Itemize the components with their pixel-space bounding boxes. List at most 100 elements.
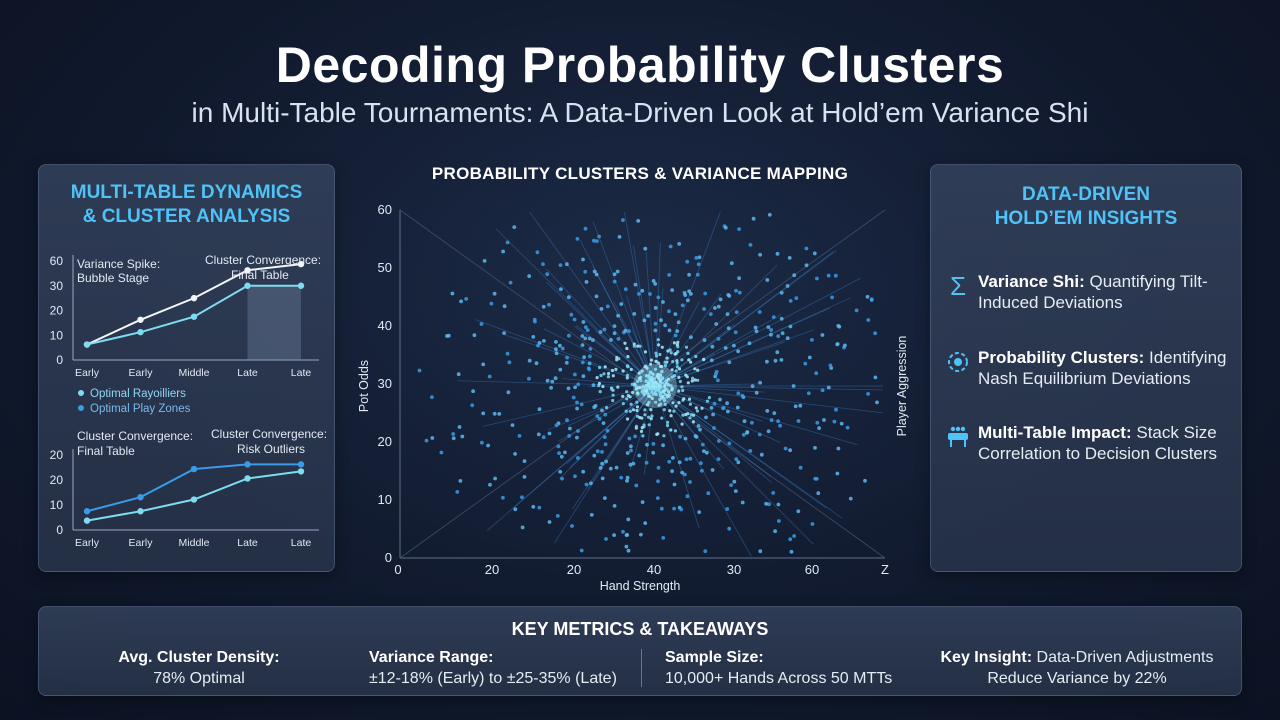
metric-label: Avg. Cluster Density: <box>118 649 280 666</box>
data-point <box>297 468 305 475</box>
scatter-point <box>688 416 692 420</box>
data-point <box>190 313 198 320</box>
scatter-point <box>611 393 615 397</box>
scatter-point <box>836 446 841 451</box>
scatter-point <box>660 345 664 349</box>
scatter-point <box>714 322 719 326</box>
mini-chart-group: 60 30 20 10 0 Early Early Middle Late Late Varianc… <box>50 253 321 415</box>
scatter-point <box>689 413 693 417</box>
metric-value-2: Reduce Variance by 22% <box>987 670 1167 687</box>
scatter-point <box>497 412 502 416</box>
metric-value: 78% Optimal <box>153 670 245 687</box>
scatter-point <box>647 415 651 419</box>
scatter-point <box>531 335 536 339</box>
data-point <box>83 341 91 348</box>
scatter-point <box>641 384 646 388</box>
scatter-point <box>788 324 793 329</box>
scatter-point <box>740 500 745 505</box>
scatter-point <box>481 411 486 416</box>
y-tick-label: 60 <box>378 202 392 217</box>
scatter-point <box>649 417 653 421</box>
scatter-point <box>595 239 599 243</box>
scatter-point <box>837 324 842 329</box>
scatter-point <box>651 450 656 455</box>
poker-table-icon <box>945 424 971 450</box>
scatter-point <box>625 346 629 351</box>
scatter-point <box>732 343 736 348</box>
scatter-point <box>520 495 524 500</box>
scatter-point <box>834 407 838 412</box>
scatter-point <box>644 379 648 383</box>
burst-ray <box>579 239 656 387</box>
data-point <box>83 508 91 515</box>
scatter-point <box>451 436 456 441</box>
scatter-point <box>601 384 605 389</box>
data-point <box>137 316 144 323</box>
scatter-point <box>583 226 588 231</box>
burst-ray <box>624 211 656 387</box>
scatter-point <box>625 397 629 401</box>
scatter-title: PROBABILITY CLUSTERS & VARIANCE MAPPING <box>431 164 849 183</box>
scatter-point <box>683 293 688 297</box>
data-point <box>137 328 144 336</box>
scatter-point <box>598 390 602 394</box>
y-tick-label: 60 <box>50 254 64 268</box>
scatter-point <box>660 370 664 374</box>
metric-cluster-density: Avg. Cluster Density: 78% Optimal <box>79 647 319 689</box>
scatter-point <box>558 367 563 372</box>
scatter-point <box>702 338 707 342</box>
scatter-point <box>658 397 662 402</box>
scatter-point <box>650 414 654 418</box>
scatter-point <box>536 432 541 437</box>
scatter-point <box>575 237 580 241</box>
scatter-point <box>669 414 673 418</box>
scatter-point <box>571 395 576 400</box>
burst-ray <box>633 245 656 387</box>
scatter-point <box>787 256 792 260</box>
scatter-point <box>482 259 487 263</box>
scatter-point <box>697 510 702 514</box>
scatter-point <box>580 334 585 338</box>
scatter-point <box>663 383 667 387</box>
y-tick-label: 10 <box>378 492 392 507</box>
scatter-point <box>677 460 682 465</box>
scatter-point <box>684 345 689 349</box>
scatter-point <box>705 399 709 403</box>
right-panel-heading-2: HOLD’EM INSIGHTS <box>994 208 1178 229</box>
scatter-point <box>658 378 662 382</box>
scatter-point <box>634 387 638 391</box>
y-tick-label: 20 <box>378 434 392 449</box>
scatter-point <box>549 385 553 390</box>
scatter-point <box>648 292 652 296</box>
scatter-point <box>659 506 664 511</box>
scatter-point <box>661 536 666 540</box>
scatter-point <box>699 461 703 466</box>
scatter-point <box>658 364 663 368</box>
scatter-point <box>628 462 633 467</box>
scatter-point <box>573 474 577 479</box>
scatter-point <box>675 359 679 363</box>
burst-ray <box>654 385 772 483</box>
scatter-point <box>694 256 699 260</box>
x-tick-label: Early <box>129 537 154 549</box>
scatter-point <box>610 388 614 392</box>
data-point <box>244 475 251 482</box>
scatter-point <box>767 502 771 507</box>
scatter-point <box>644 383 648 387</box>
scatter-point <box>765 278 770 282</box>
scatter-point <box>656 375 660 379</box>
scatter-point <box>594 294 599 299</box>
scatter-point <box>680 422 684 426</box>
scatter-point <box>566 386 571 391</box>
scatter-point <box>693 378 697 382</box>
scatter-point <box>667 273 672 277</box>
scatter-point <box>776 419 780 424</box>
scatter-point <box>655 432 659 436</box>
scatter-point <box>666 377 670 381</box>
scatter-point <box>697 255 702 260</box>
page-subtitle: in Multi-Table Tournaments: A Data-Drive… <box>191 97 1089 128</box>
scatter-point <box>533 319 537 324</box>
scatter-point <box>636 391 640 395</box>
scatter-point <box>643 521 648 525</box>
mini-chart-top: 60 30 20 10 0 Early Early Middle Late Late Varianc… <box>50 253 327 549</box>
